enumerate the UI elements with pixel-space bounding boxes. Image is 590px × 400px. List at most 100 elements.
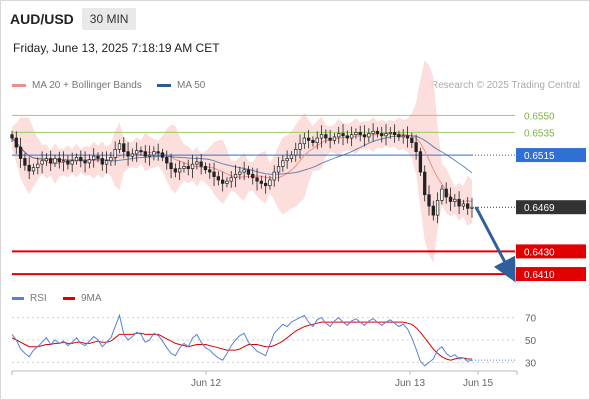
timeframe-button[interactable]: 30 MIN (81, 8, 137, 30)
candle-body (259, 180, 263, 184)
candle (281, 155, 285, 172)
candle (10, 130, 14, 143)
candle (109, 152, 113, 167)
candle-body (444, 188, 448, 198)
candle (44, 153, 49, 167)
candle (367, 128, 371, 143)
candle-body (367, 133, 371, 138)
timestamp: Friday, June 13, 2025 7:18:19 AM CET (13, 41, 220, 55)
candle (96, 152, 100, 163)
candle-body (36, 163, 40, 168)
candle-body (100, 158, 104, 165)
candle (135, 142, 139, 162)
candle-body (195, 161, 199, 165)
candle-body (66, 160, 70, 165)
candle-body (319, 134, 324, 139)
candle (87, 154, 92, 169)
candle (53, 154, 57, 167)
candle (27, 157, 31, 179)
candle (208, 163, 212, 179)
candle (117, 139, 122, 154)
candle-body (246, 169, 251, 175)
candle-body (255, 177, 259, 182)
candle (401, 129, 405, 144)
candle-body (263, 183, 268, 187)
candle (186, 159, 190, 176)
x-tick-label: Jun 15 (463, 378, 493, 389)
candle-body (10, 134, 14, 139)
candle-body (104, 160, 109, 165)
legend-9ma-label: 9MA (81, 293, 102, 304)
candle (246, 165, 251, 179)
candle-body (251, 173, 255, 179)
candle (195, 156, 199, 170)
level-label-0.6535: 0.6535 (524, 128, 555, 139)
candle (66, 155, 70, 170)
candle (57, 151, 61, 169)
candle (345, 130, 349, 144)
bollinger-band (12, 60, 472, 264)
candle-body (229, 177, 233, 182)
candle-body (358, 132, 362, 136)
candle (40, 151, 44, 174)
candle-body (306, 137, 311, 141)
candle-body (79, 156, 83, 162)
candle-body (401, 135, 405, 138)
level-label-0.6550: 0.6550 (524, 111, 555, 122)
rsi-tick-label: 50 (525, 336, 537, 347)
candle (182, 162, 186, 173)
candle-body (178, 168, 182, 173)
candle-body (74, 156, 79, 162)
legend-ma50-label: MA 50 (177, 80, 206, 91)
candle-body (61, 160, 66, 163)
candle-body (289, 154, 294, 159)
candle (349, 126, 354, 147)
legend-rsi-label: RSI (30, 293, 47, 304)
candle-body (315, 137, 319, 143)
candle-body (212, 171, 216, 177)
legend-ma50: MA 50 (157, 80, 205, 91)
symbol-title: AUD/USD (10, 11, 74, 27)
candle-body (324, 134, 328, 139)
candle-body (457, 198, 461, 207)
level-tag-0.6469 (516, 200, 586, 215)
candle (268, 176, 272, 190)
candle-body (44, 158, 49, 162)
candle-body (165, 156, 169, 164)
ma9-swatch (63, 297, 75, 300)
candle (289, 151, 294, 163)
candle (272, 165, 276, 187)
candle-body (298, 143, 302, 150)
candle-body (453, 198, 457, 202)
candle (178, 160, 182, 181)
candle (427, 185, 431, 216)
candle (233, 164, 238, 188)
candle-body (405, 135, 410, 139)
candle-body (203, 166, 208, 171)
candle-body (113, 149, 117, 158)
candle (147, 145, 152, 166)
candle (375, 127, 380, 138)
candle (397, 130, 401, 141)
candle-body (14, 137, 18, 148)
candle-body (143, 151, 147, 157)
candle (216, 171, 221, 186)
candle-body (384, 133, 388, 137)
candle-body (122, 143, 126, 153)
candle-body (53, 158, 57, 164)
forecast-arrow (474, 206, 516, 283)
candle-body (92, 155, 96, 160)
candle (225, 177, 229, 188)
rsi-tick-label: 70 (525, 314, 537, 325)
candle-body (31, 167, 36, 172)
candle-body (341, 133, 345, 137)
rsi-9ma-line (11, 321, 472, 361)
candle-body (461, 203, 466, 207)
candle-body (345, 135, 349, 139)
candle-body (470, 206, 474, 209)
candle (362, 125, 367, 147)
legend-ma20: MA 20 + Bollinger Bands (12, 80, 142, 91)
candle-body (130, 153, 135, 157)
candle (169, 153, 173, 179)
candle (354, 128, 358, 139)
